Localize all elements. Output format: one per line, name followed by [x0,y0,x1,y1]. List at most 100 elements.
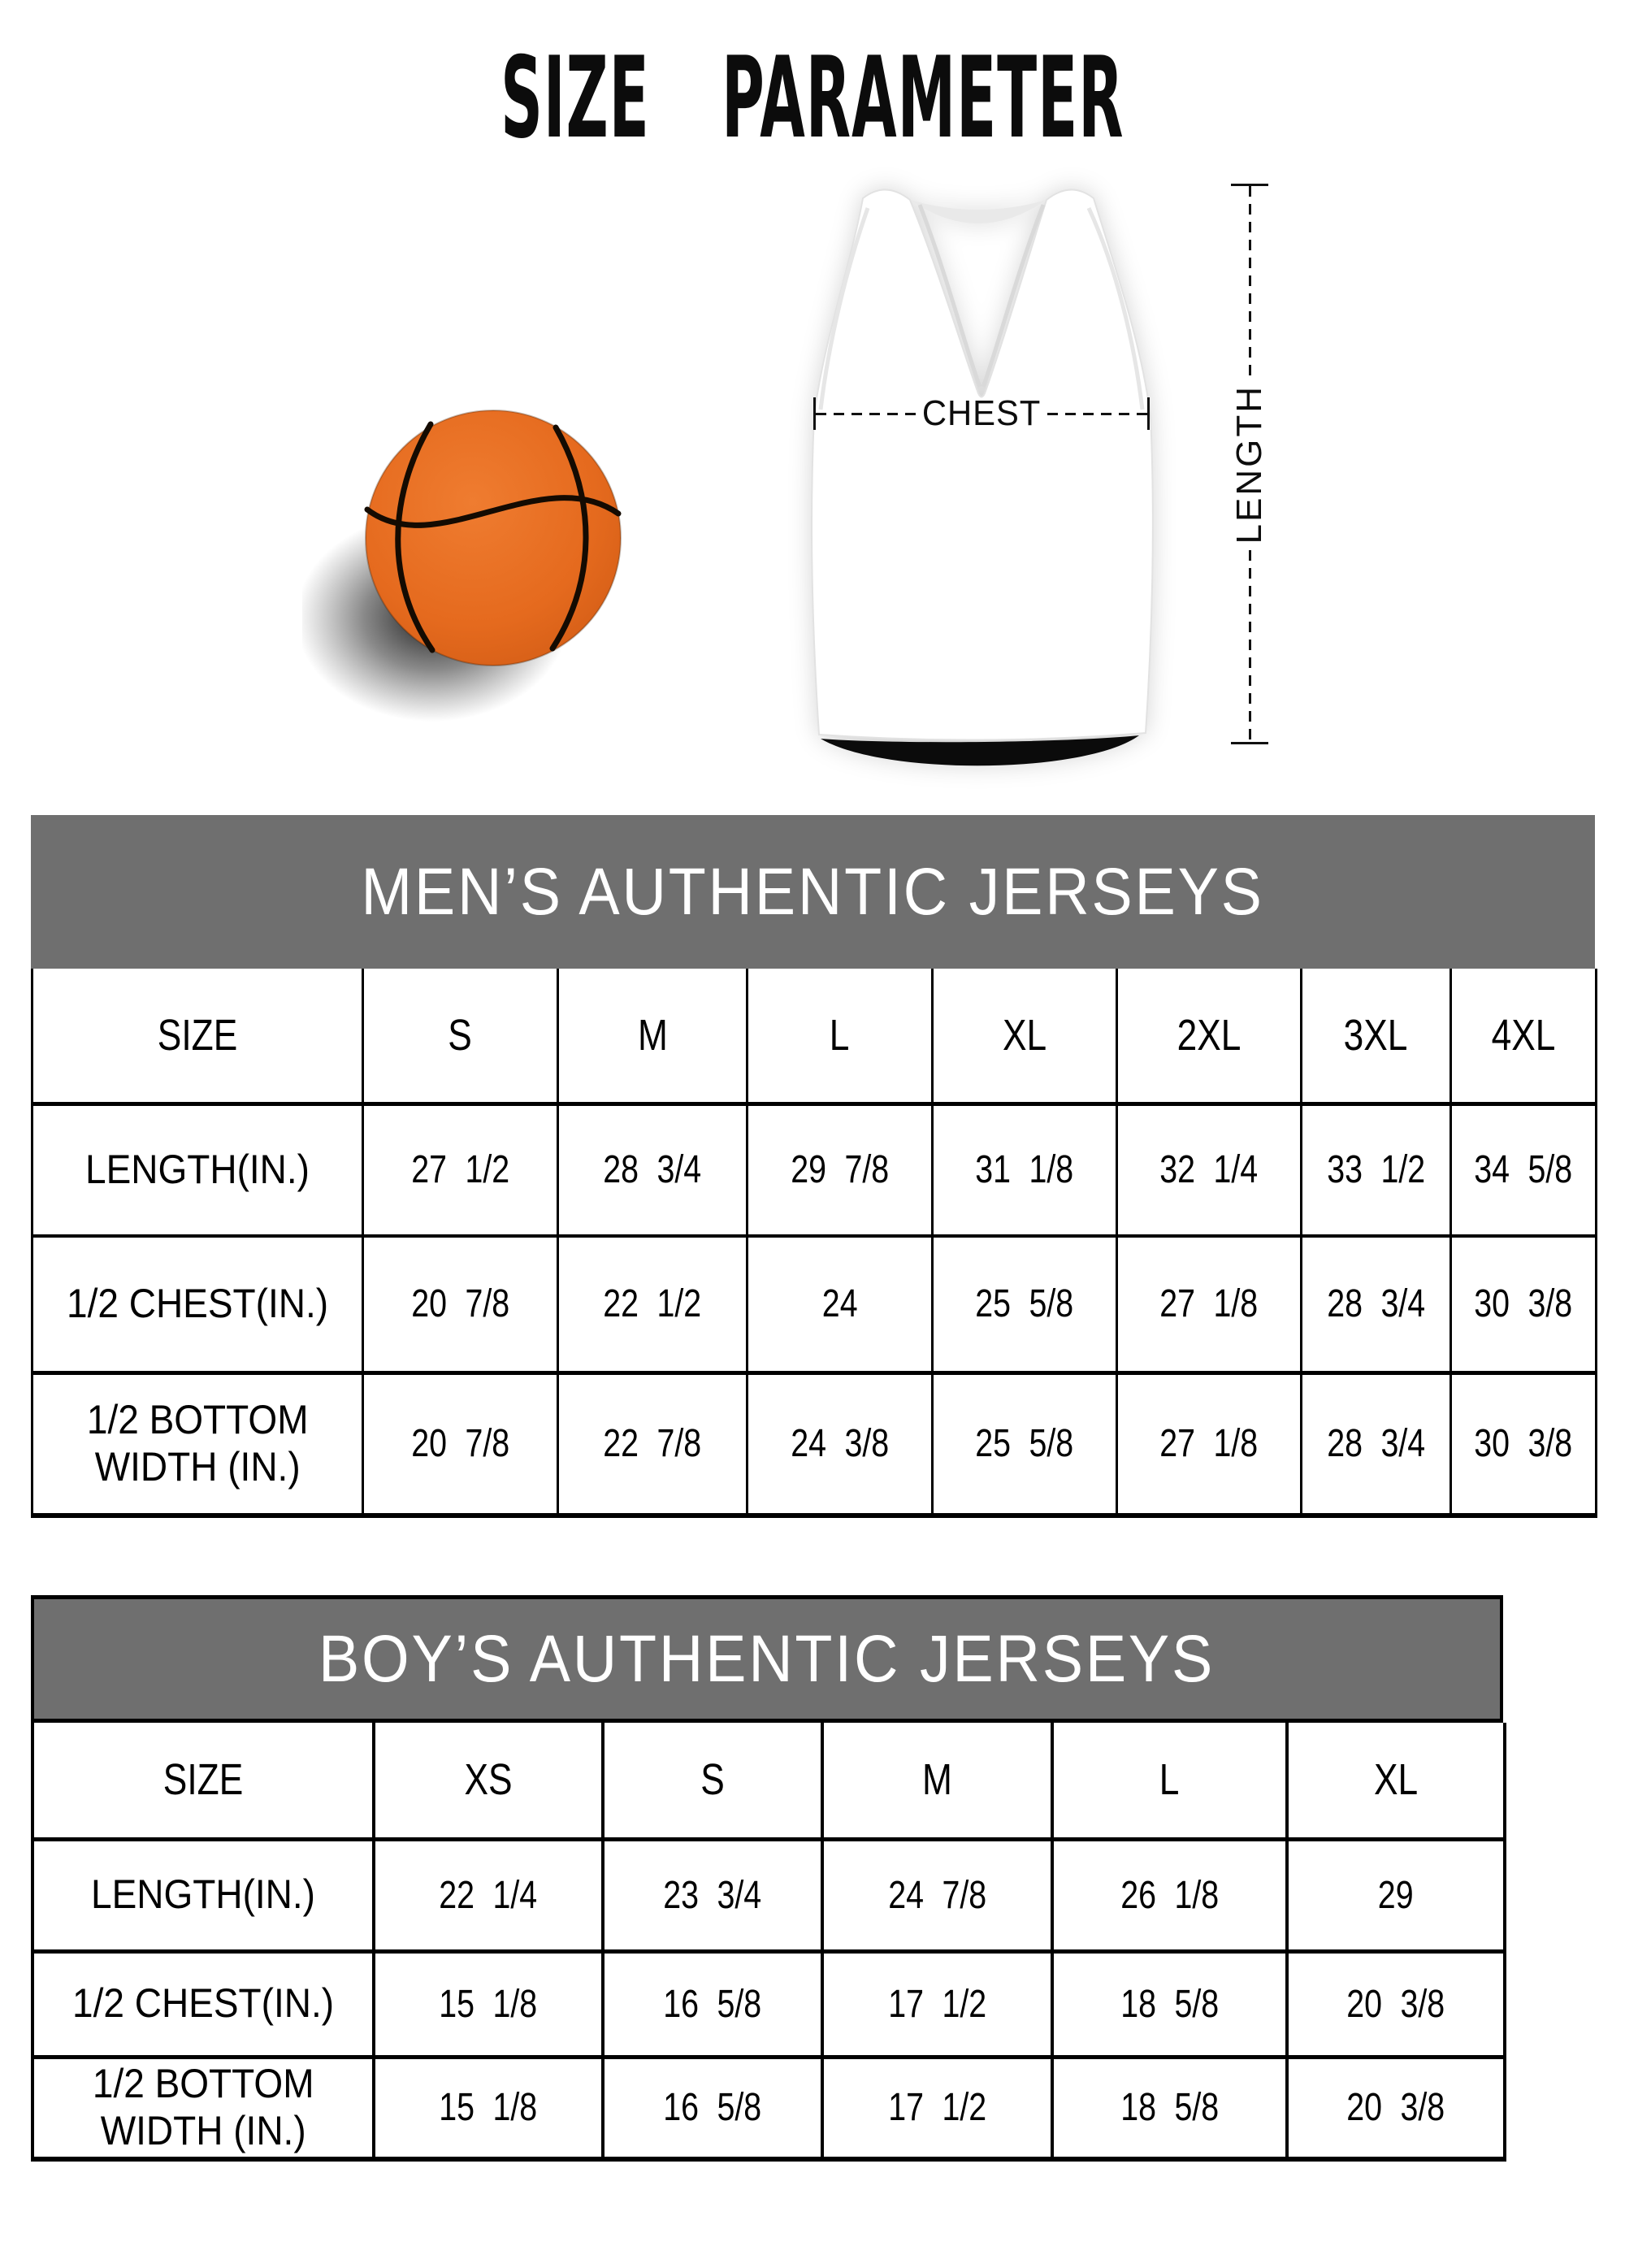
mens-size-cell: L [746,969,934,1106]
length-label: LENGTH [1229,384,1269,544]
row-label-cell: 1/2 BOTTOM WIDTH (IN.) [31,2057,375,2162]
jersey-body [811,189,1154,741]
value: 20 7/8 [411,1282,509,1326]
size-xl: XL [1373,1755,1419,1805]
value: 28 3/4 [1327,1282,1425,1326]
value: 26 1/8 [1120,1873,1219,1917]
value-cell: 15 1/8 [372,1951,604,2059]
page-title-text: SIZE PARAMETER [500,33,1124,163]
value: 17 1/2 [888,2086,986,2130]
value-cell: 17 1/2 [821,2057,1054,2162]
jersey-illustration [811,189,1154,766]
value-cell: 25 5/8 [931,1236,1118,1375]
boys-size-header-row: SIZE XS S M L XL [31,1723,1506,1841]
value-cell: 28 3/4 [1300,1373,1452,1518]
mens-size-grid: SIZE S M L XL 2XL 3XL 4XL LENGTH(IN.) 27… [31,969,1597,1518]
mens-bottom-width-row: 1/2 BOTTOM WIDTH (IN.) 20 7/8 22 7/8 24 … [31,1373,1597,1518]
boys-bottom-width-row: 1/2 BOTTOM WIDTH (IN.) 15 1/8 16 5/8 17 … [31,2057,1506,2162]
basketball-body [365,410,622,666]
value-cell: 24 [746,1236,934,1375]
value: 22 7/8 [603,1422,702,1466]
chest-left-tick [813,397,816,430]
value: 31 1/8 [975,1148,1074,1192]
boys-size-table: BOY’S AUTHENTIC JERSEYS SIZE XS S M L XL… [31,1595,1506,2162]
value-cell: 23 3/4 [601,1839,824,1954]
value-cell: 33 1/2 [1300,1104,1452,1238]
value: 15 1/8 [439,1982,538,2026]
chest-right-tick [1147,397,1150,430]
value-cell: 29 7/8 [746,1104,934,1238]
value: 23 3/4 [663,1873,762,1917]
mens-length-row: LENGTH(IN.) 27 1/2 28 3/4 29 7/8 31 1/8 … [31,1104,1597,1238]
boys-size-cell: XS [372,1723,604,1841]
value-cell: 18 5/8 [1051,2057,1289,2162]
row-label: 1/2 BOTTOM WIDTH (IN.) [92,2061,314,2153]
value-cell: 25 5/8 [931,1373,1118,1518]
size-xl: XL [1002,1010,1047,1060]
value-cell: 15 1/8 [372,2057,604,2162]
basketball-seams [364,421,622,653]
boys-size-cell: S [601,1723,824,1841]
value-cell: 28 3/4 [557,1104,748,1238]
value: 25 5/8 [975,1422,1074,1466]
value: 20 3/8 [1346,1982,1445,2026]
row-label-cell: 1/2 CHEST(IN.) [31,1951,375,2059]
row-label: LENGTH(IN.) [85,1147,310,1192]
length-dash-top [1248,186,1251,378]
value-cell: 17 1/2 [821,1951,1054,2059]
row-label-cell: LENGTH(IN.) [31,1104,364,1238]
size-4xl: 4XL [1491,1010,1556,1060]
value: 22 1/2 [603,1282,702,1326]
value-cell: 32 1/4 [1116,1104,1302,1238]
value: 24 7/8 [888,1873,986,1917]
mens-size-header-row: SIZE S M L XL 2XL 3XL 4XL [31,969,1597,1106]
jersey-armhole-trim [818,206,1145,410]
value: 33 1/2 [1327,1148,1425,1192]
value-cell: 20 3/8 [1285,2057,1506,2162]
value: 20 7/8 [411,1422,509,1466]
value-cell: 30 3/8 [1450,1236,1597,1375]
size-l: L [1159,1755,1180,1805]
jersey-collar-back [910,200,1046,223]
mens-size-cell: 3XL [1300,969,1452,1106]
mens-chest-row: 1/2 CHEST(IN.) 20 7/8 22 1/2 24 25 5/8 2… [31,1236,1597,1375]
mens-size-cell: 2XL [1116,969,1302,1106]
jersey-neck-trim [917,204,1046,388]
boys-table-title: BOY’S AUTHENTIC JERSEYS [318,1621,1216,1696]
chest-label: CHEST [921,393,1042,433]
value: 30 3/8 [1474,1282,1573,1326]
mens-size-cell: XL [931,969,1118,1106]
length-measure-line: LENGTH [1229,184,1269,745]
boys-length-row: LENGTH(IN.) 22 1/4 23 3/4 24 7/8 26 1/8 … [31,1839,1506,1954]
value-cell: 16 5/8 [601,1951,824,2059]
row-label-cell: LENGTH(IN.) [31,1839,375,1954]
boys-size-cell: XL [1285,1723,1506,1841]
mens-size-table: MEN’S AUTHENTIC JERSEYS SIZE S M L XL 2X… [31,815,1597,1518]
value: 22 1/4 [439,1873,538,1917]
value: 18 5/8 [1120,1982,1219,2026]
boys-size-cell: M [821,1723,1054,1841]
size-3xl: 3XL [1344,1010,1408,1060]
mens-table-title: MEN’S AUTHENTIC JERSEYS [361,854,1265,929]
row-label: 1/2 BOTTOM WIDTH (IN.) [86,1397,309,1490]
chest-measure-line: CHEST [813,393,1150,433]
mens-size-label-cell: SIZE [31,969,364,1106]
value: 20 3/8 [1346,2086,1445,2130]
mens-size-cell: 4XL [1450,969,1597,1106]
value: 34 5/8 [1474,1148,1573,1192]
value: 28 3/4 [603,1148,702,1192]
value-cell: 22 1/2 [557,1236,748,1375]
size-s: S [700,1755,725,1805]
value: 27 1/2 [411,1148,509,1192]
value-cell: 16 5/8 [601,2057,824,2162]
size-header-label: SIZE [157,1010,238,1060]
length-bottom-tick [1231,742,1268,745]
size-m: M [637,1010,668,1060]
page-title: SIZE PARAMETER [0,33,1625,163]
size-l: L [830,1010,850,1060]
size-2xl: 2XL [1176,1010,1242,1060]
mens-size-cell: S [362,969,559,1106]
size-header-label: SIZE [162,1755,244,1805]
value-cell: 24 3/8 [746,1373,934,1518]
value: 15 1/8 [439,2086,538,2130]
